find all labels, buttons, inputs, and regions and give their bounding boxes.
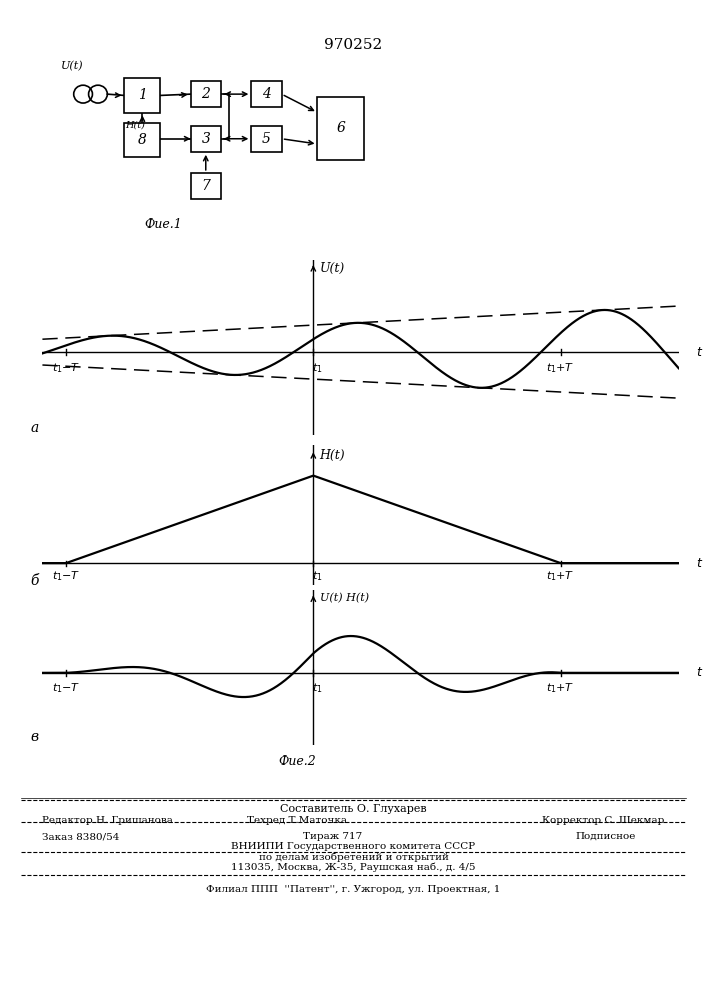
Text: U(t): U(t) <box>61 61 83 71</box>
Bar <box>191 173 221 199</box>
Text: $t_1$$+T$: $t_1$$+T$ <box>547 361 575 375</box>
Text: $t_1$: $t_1$ <box>312 361 322 375</box>
Text: $t$: $t$ <box>696 666 703 679</box>
Text: по делам изобретений и открытий: по делам изобретений и открытий <box>259 852 448 861</box>
Text: $t$: $t$ <box>696 346 703 359</box>
Text: Техред Т.Маточка: Техред Т.Маточка <box>247 816 347 825</box>
Text: U(t) H(t): U(t) H(t) <box>320 593 369 603</box>
Bar <box>191 81 221 107</box>
Text: Фие.2: Фие.2 <box>278 755 316 768</box>
Text: a: a <box>30 421 38 435</box>
Text: Фие.1: Фие.1 <box>144 218 182 231</box>
Text: ВНИИПИ Государственного комитета СССР: ВНИИПИ Государственного комитета СССР <box>231 842 476 851</box>
Bar <box>124 123 160 157</box>
Text: 8: 8 <box>138 133 147 147</box>
Text: 3: 3 <box>201 132 210 146</box>
Text: $t_1$: $t_1$ <box>312 681 322 695</box>
Text: 113035, Москва, Ж-35, Раушская наб., д. 4/5: 113035, Москва, Ж-35, Раушская наб., д. … <box>231 862 476 871</box>
Text: Редактор Н. Гришанова: Редактор Н. Гришанова <box>42 816 173 825</box>
Bar <box>191 126 221 152</box>
Text: 1: 1 <box>138 88 147 102</box>
Text: $t_1$: $t_1$ <box>312 569 322 583</box>
Text: $t_1$$+T$: $t_1$$+T$ <box>547 681 575 695</box>
Text: Филиал ППП  ''Патент'', г. Ужгород, ул. Проектная, 1: Филиал ППП ''Патент'', г. Ужгород, ул. П… <box>206 885 501 894</box>
Text: 5: 5 <box>262 132 271 146</box>
Text: H(t): H(t) <box>320 449 345 462</box>
Text: $t$: $t$ <box>696 557 703 570</box>
Text: $t_1$$-T$: $t_1$$-T$ <box>52 361 81 375</box>
Text: H(t): H(t) <box>126 120 146 129</box>
Text: Корректор С. Шекмар: Корректор С. Шекмар <box>542 816 665 825</box>
Text: Заказ 8380/54: Заказ 8380/54 <box>42 832 119 841</box>
Bar <box>251 126 281 152</box>
Text: б: б <box>30 574 38 588</box>
Text: 4: 4 <box>262 87 271 101</box>
Text: Тираж 717: Тираж 717 <box>303 832 362 841</box>
Text: 6: 6 <box>337 121 345 135</box>
Text: $t_1$$+T$: $t_1$$+T$ <box>547 569 575 583</box>
Text: Подписное: Подписное <box>576 832 636 841</box>
Text: U(t): U(t) <box>320 262 345 275</box>
Text: $t_1$$-T$: $t_1$$-T$ <box>52 569 81 583</box>
Text: в: в <box>30 730 38 744</box>
Text: 2: 2 <box>201 87 210 101</box>
Bar <box>251 81 281 107</box>
Bar <box>317 97 364 160</box>
Bar <box>124 78 160 112</box>
Text: Составитель О. Глухарев: Составитель О. Глухарев <box>280 804 427 814</box>
Text: 7: 7 <box>201 179 210 193</box>
Text: 970252: 970252 <box>325 38 382 52</box>
Text: $t_1$$-T$: $t_1$$-T$ <box>52 681 81 695</box>
